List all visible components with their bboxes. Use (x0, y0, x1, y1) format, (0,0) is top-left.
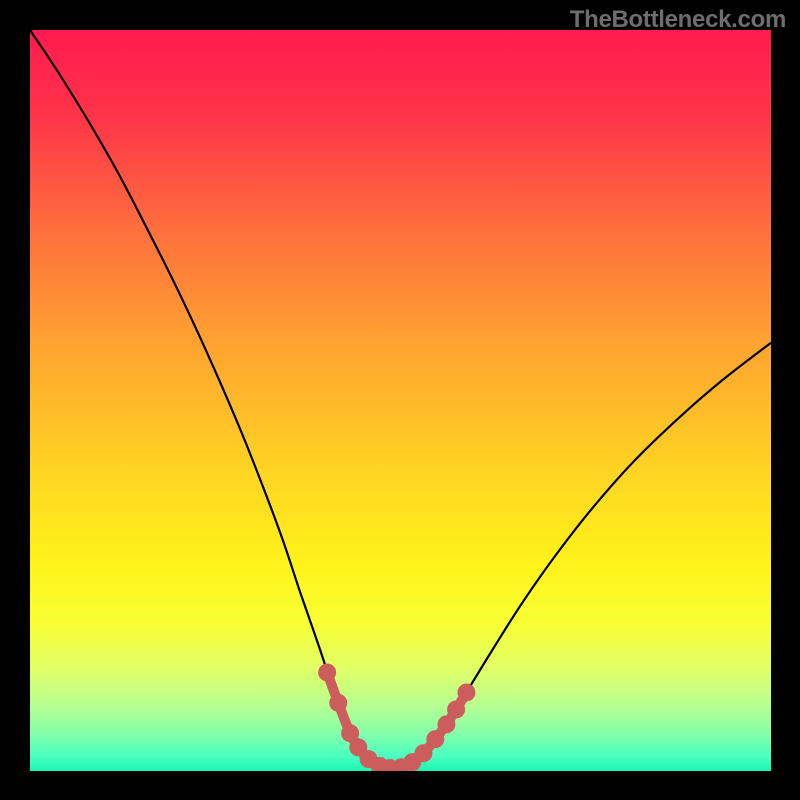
highlight-marker (457, 683, 475, 701)
highlight-marker (318, 663, 336, 681)
highlight-marker (437, 715, 455, 733)
highlight-marker (426, 730, 444, 748)
highlight-marker (447, 700, 465, 718)
chart-container: TheBottleneck.com (0, 0, 800, 800)
watermark-text: TheBottleneck.com (570, 6, 786, 34)
bottleneck-chart (0, 0, 800, 800)
chart-plot-background (30, 30, 771, 771)
highlight-marker (414, 744, 432, 762)
highlight-marker (329, 694, 347, 712)
